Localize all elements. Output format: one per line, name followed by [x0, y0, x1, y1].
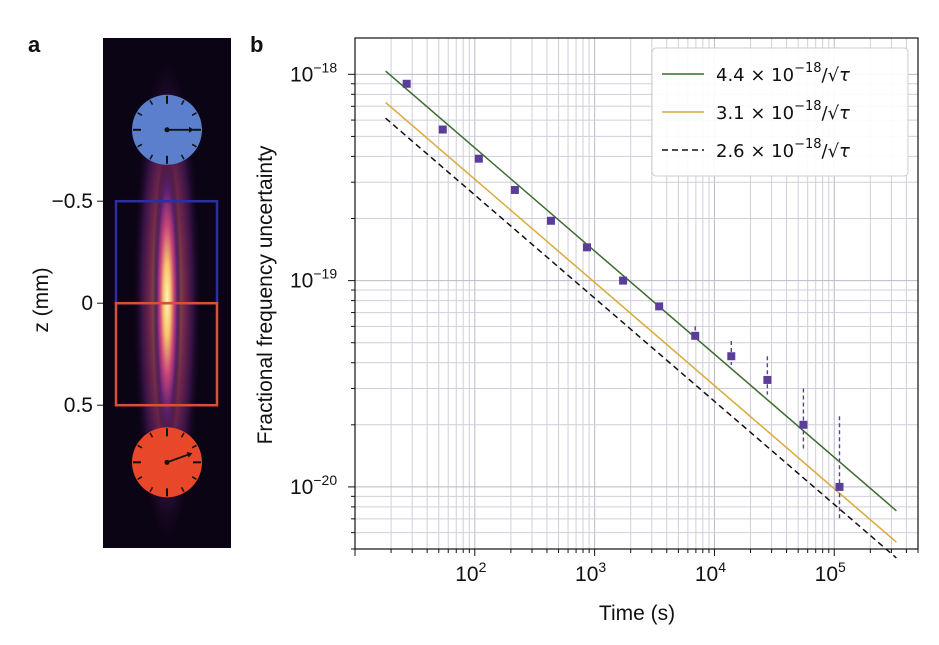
panel-a-tick-label: 0 — [81, 292, 93, 315]
data-point — [799, 420, 808, 429]
fit-lines — [385, 70, 897, 559]
legend: 4.4 × 10−18/√τ 3.1 × 10−18/√τ 2.6 × 10−18/… — [651, 47, 909, 177]
legend-label-1: 4.4 × 10−18/√τ — [716, 61, 850, 86]
data-point — [474, 154, 483, 163]
plot-frame — [354, 37, 919, 550]
data-point — [763, 375, 772, 384]
axis-ticks — [348, 73, 919, 556]
x-tick-label: 104 — [695, 559, 726, 586]
x-tick-label: 102 — [455, 559, 486, 586]
x-tick-labels: 102 103 104 105 — [455, 559, 846, 586]
data-point — [510, 185, 519, 194]
legend-label-3: 2.6 × 10−18/√τ — [716, 137, 850, 162]
legend-box — [651, 47, 909, 177]
panel-a-letter: a — [28, 32, 41, 57]
panel-a: a −0.5 0 0.5 z (mm) — [28, 32, 231, 548]
x-tick-label: 103 — [575, 559, 606, 586]
region-boxes — [114, 199, 219, 407]
legend-label-2: 3.1 × 10−18/√τ — [716, 99, 850, 124]
fit-line-1 — [385, 70, 897, 512]
clock-icon-top — [132, 94, 202, 165]
data-point — [835, 482, 844, 491]
panel-a-tick-label: 0.5 — [64, 394, 93, 417]
y-tick-label: 10−19 — [290, 266, 337, 293]
y-tick-label: 10−20 — [290, 472, 337, 499]
data-point — [583, 243, 592, 252]
data-point — [438, 125, 447, 134]
y-tick-label: 10−18 — [290, 59, 337, 86]
data-point — [546, 216, 555, 225]
panel-a-tick-label: −0.5 — [52, 190, 93, 213]
clock-icon-bottom — [132, 427, 202, 498]
data-point — [655, 302, 664, 311]
panel-b-letter: b — [250, 32, 263, 57]
data-point — [727, 352, 736, 361]
atom-cloud — [153, 150, 181, 450]
y-tick-labels: 10−18 10−19 10−20 — [290, 59, 337, 499]
panel-a-ticks: −0.5 0 0.5 — [52, 190, 103, 417]
data-point — [619, 276, 628, 285]
fit-line-3 — [385, 117, 897, 559]
data-points — [402, 79, 844, 491]
panel-a-ylabel: z (mm) — [30, 267, 53, 332]
data-point — [402, 79, 411, 88]
clocks — [132, 94, 202, 498]
region-box-lower — [114, 301, 219, 407]
fit-line-2 — [385, 101, 897, 543]
data-point — [691, 331, 700, 340]
x-axis-title: Time (s) — [599, 602, 675, 625]
y-axis-title: Fractional frequency uncertainty — [254, 145, 277, 444]
x-tick-label: 105 — [815, 559, 846, 586]
